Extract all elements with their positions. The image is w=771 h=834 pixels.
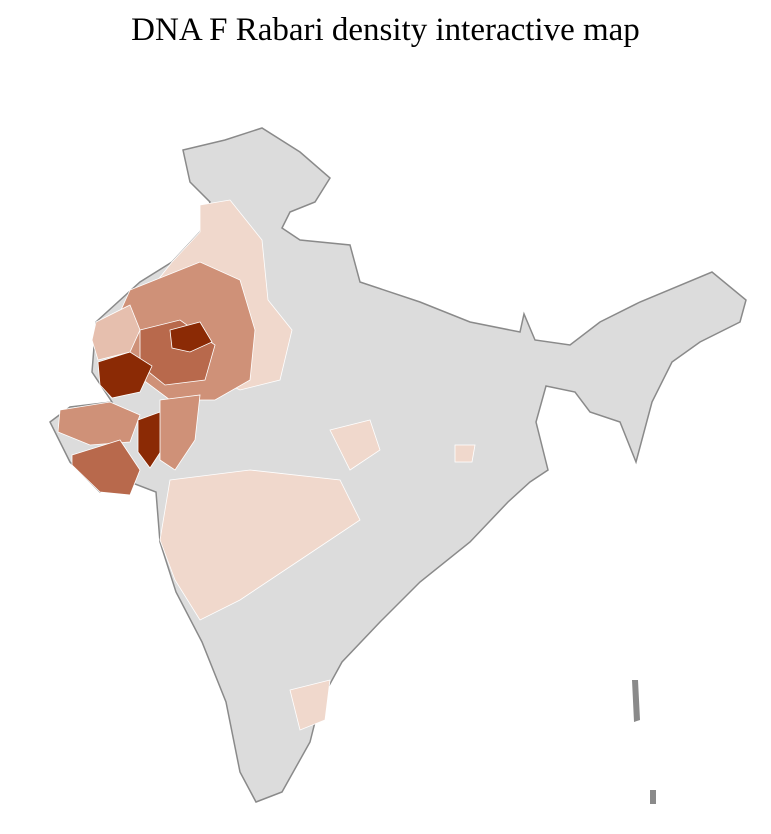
region-very-low-tamilnadu[interactable] — [289, 679, 331, 731]
map-title: DNA F Rabari density interactive map — [131, 12, 640, 48]
region-medium-kutch[interactable] — [57, 401, 141, 446]
region-medium-gujarat-east[interactable] — [159, 394, 201, 471]
region-very-high-pali[interactable] — [169, 321, 213, 353]
region-very-low-east-mp[interactable] — [329, 419, 381, 471]
india-outline[interactable] — [49, 127, 747, 803]
region-very-high-north-gujarat[interactable] — [137, 411, 166, 469]
region-high-saurashtra[interactable] — [71, 439, 141, 496]
region-low-barmer[interactable] — [91, 304, 141, 361]
region-very-low-central[interactable] — [159, 469, 361, 621]
region-very-low-bengal[interactable] — [454, 444, 476, 463]
andaman-islands[interactable] — [632, 680, 656, 804]
